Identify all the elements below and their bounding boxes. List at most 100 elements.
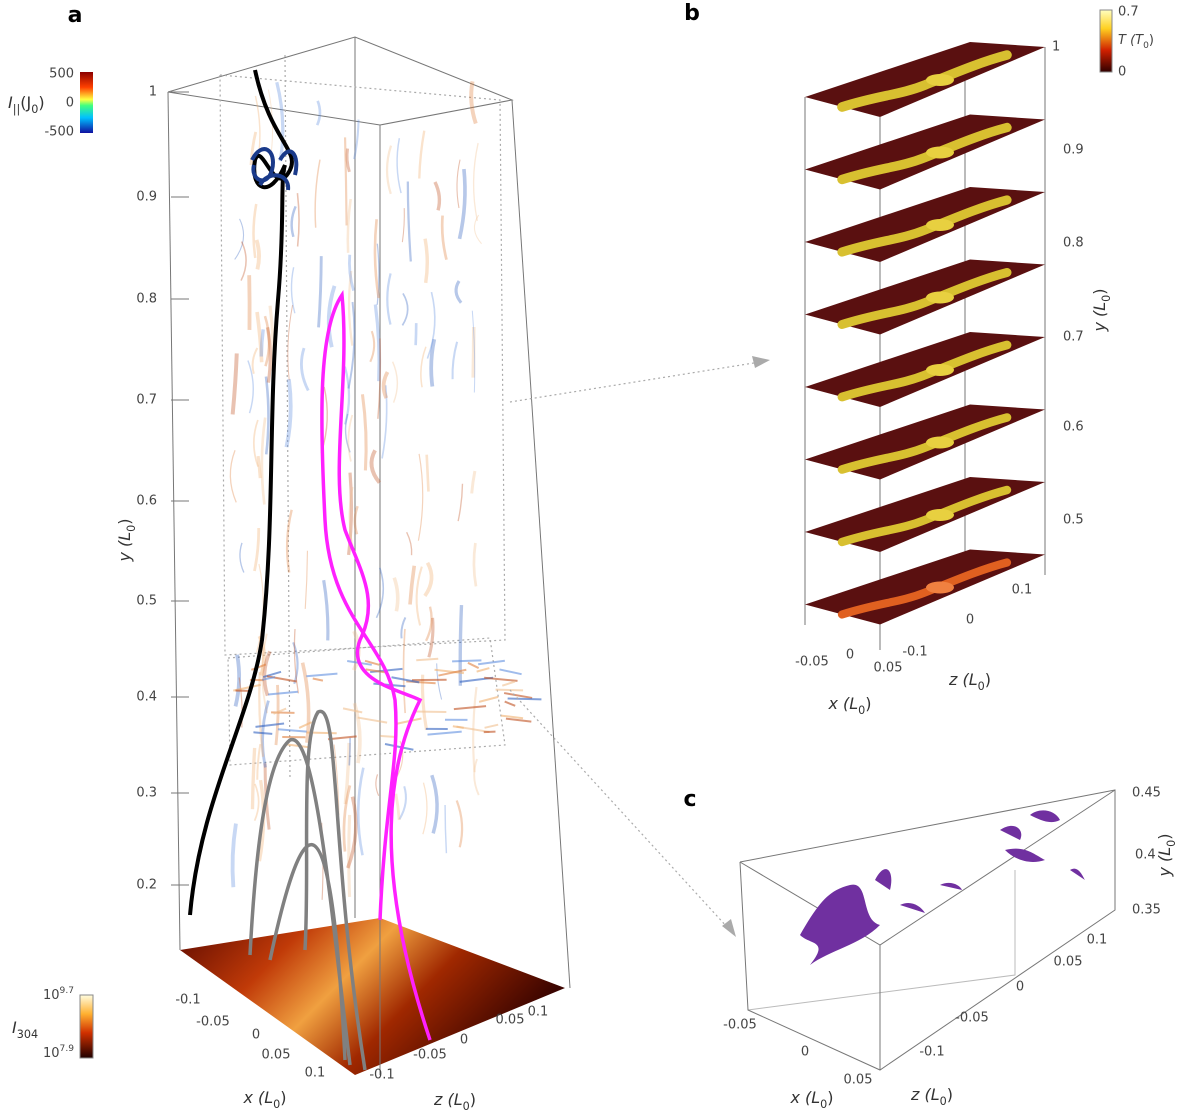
- wisp: [266, 377, 269, 455]
- wisp: [301, 348, 308, 390]
- wisp: [258, 456, 260, 478]
- tick-label: 0: [846, 648, 854, 663]
- wisp: [407, 532, 412, 555]
- wisp: [370, 331, 374, 362]
- tick-label: 0: [66, 96, 74, 111]
- wisp: [474, 759, 479, 795]
- wisp: [397, 138, 401, 193]
- text-part: T (T: [1118, 33, 1144, 48]
- colorbar: [80, 72, 93, 133]
- intensity-plate: [180, 918, 565, 1075]
- tick-label: 1: [1052, 40, 1060, 55]
- panel-label: b: [684, 1, 700, 26]
- wisp: [306, 674, 337, 677]
- wisp: [254, 528, 258, 571]
- wisp: [423, 783, 427, 834]
- tick-label: 0.1: [305, 1066, 326, 1081]
- wisp: [505, 702, 515, 706]
- connector-arrow: [510, 362, 760, 402]
- axis-title: z (L0): [948, 670, 991, 693]
- wisp: [278, 729, 307, 731]
- tick-label: 0.2: [136, 878, 157, 893]
- isosurface: [800, 810, 1085, 965]
- text-part: ): [1149, 33, 1154, 48]
- text-part: y (L: [1090, 302, 1109, 333]
- wisp: [387, 146, 391, 194]
- wisp: [315, 160, 320, 228]
- wisp: [413, 712, 446, 713]
- wisp: [257, 240, 259, 269]
- wisp: [504, 693, 532, 698]
- wisp: [435, 182, 439, 210]
- wisp: [376, 774, 379, 795]
- hot-blob: [926, 509, 954, 521]
- hot-blob: [926, 364, 954, 376]
- wisp: [474, 543, 476, 586]
- wisp: [474, 143, 479, 221]
- wisp: [324, 580, 328, 640]
- wisp: [348, 199, 351, 253]
- colorbar-tick: 107.9: [43, 1044, 74, 1061]
- axis-title: y (L0): [1090, 288, 1113, 332]
- wisp: [428, 732, 462, 735]
- tick-label: 0: [966, 613, 974, 628]
- tick-label: 0.1: [1012, 583, 1033, 598]
- text-part: x (L: [827, 694, 858, 713]
- axis-title: z (L0): [433, 1090, 476, 1113]
- wisp: [288, 305, 293, 380]
- wisp: [402, 293, 407, 325]
- text-part: ): [115, 518, 134, 524]
- tick-label: 0.05: [262, 1048, 291, 1063]
- current-wisps: [230, 81, 541, 899]
- wisp: [319, 256, 322, 327]
- wisp: [235, 219, 244, 260]
- wisp: [349, 738, 350, 765]
- wisp: [484, 678, 517, 681]
- tick-label: 0.05: [1054, 955, 1083, 970]
- wisp: [355, 506, 358, 534]
- colorbar-tick: 109.7: [43, 986, 74, 1003]
- tick-label: 0.5: [136, 594, 157, 609]
- figure: abc10.90.80.70.60.50.40.30.2-0.1-0.0500.…: [0, 0, 1184, 1120]
- axis-title: y (L0): [1155, 833, 1178, 877]
- wisp: [417, 567, 422, 626]
- arrow-head: [752, 356, 770, 368]
- wisp: [452, 660, 481, 661]
- text-part: ): [1090, 288, 1109, 294]
- wisp: [349, 815, 350, 897]
- wisp: [253, 348, 258, 374]
- colorbar: [80, 995, 93, 1058]
- text-part: ): [470, 1090, 476, 1109]
- tick-label: -0.05: [795, 655, 829, 670]
- wisp: [396, 794, 399, 820]
- text-part: y (L: [115, 532, 134, 563]
- wisp: [421, 347, 426, 388]
- tick-label: 0.3: [136, 786, 157, 801]
- tick-label: 0.8: [1063, 236, 1084, 251]
- tick-label: 0.7: [1063, 330, 1084, 345]
- hot-blob: [926, 74, 954, 86]
- wisp: [502, 682, 515, 686]
- tick-label: 0.05: [496, 1013, 525, 1028]
- wisp: [472, 471, 475, 493]
- wisp: [233, 353, 237, 414]
- wisp: [348, 415, 352, 461]
- tick-label: 0.1: [1087, 933, 1108, 948]
- wisp: [426, 607, 432, 641]
- wisp: [235, 655, 239, 707]
- text-part: 0: [463, 1100, 470, 1113]
- box-edge: [740, 790, 1115, 1070]
- wisp: [286, 379, 290, 447]
- wisp: [387, 273, 390, 324]
- wisp: [418, 454, 422, 541]
- wisp: [506, 719, 531, 722]
- wisp: [474, 215, 481, 244]
- text-part: 0: [31, 103, 38, 116]
- colorbar-title: T (T0): [1118, 33, 1154, 51]
- tick-label: 1: [149, 85, 157, 100]
- text-part: 0: [978, 680, 985, 693]
- wisp: [287, 510, 292, 573]
- tick-label: -0.05: [413, 1048, 447, 1063]
- wisp: [343, 708, 362, 712]
- panel-label: a: [68, 3, 83, 28]
